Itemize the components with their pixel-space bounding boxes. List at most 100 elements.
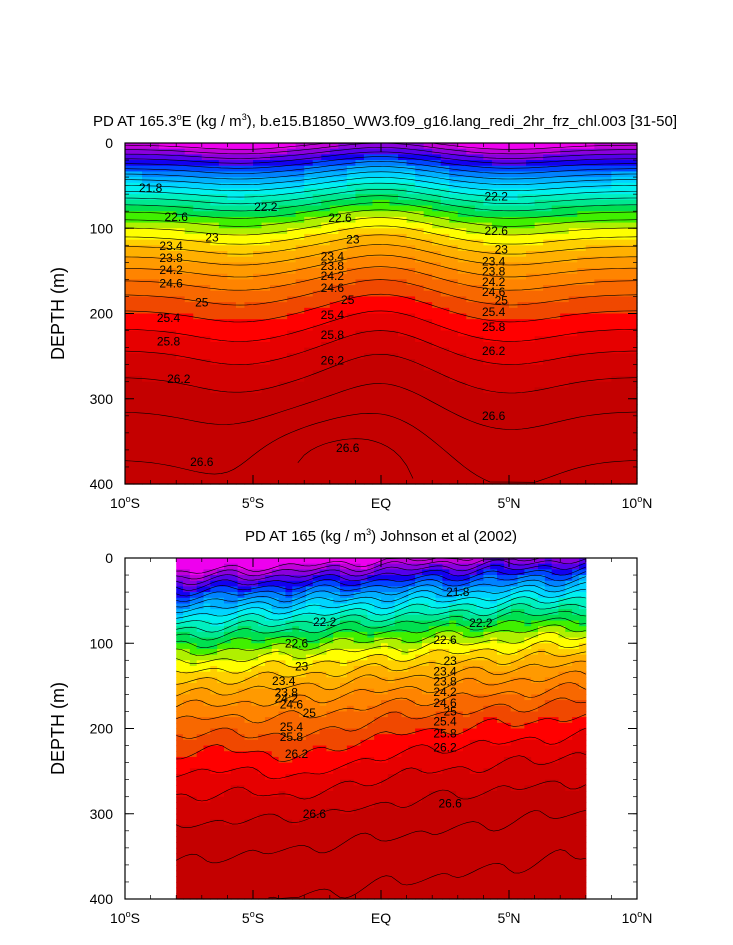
contour-cell [292, 813, 300, 821]
contour-cell [244, 813, 252, 821]
contour-cell [381, 171, 391, 178]
contour-cell [611, 143, 621, 150]
contour-cell [244, 211, 254, 218]
contour-cell [230, 631, 239, 639]
contour-cell [381, 341, 391, 349]
contour-cell [321, 228, 331, 235]
contour-cell [517, 353, 527, 360]
contour-cell [346, 455, 356, 462]
contour-cell [125, 319, 135, 326]
contour-cell [285, 592, 293, 599]
contour-cell [142, 222, 152, 229]
contour-cell [299, 773, 307, 781]
contour-cell [432, 160, 442, 167]
contour-cell [500, 427, 510, 434]
contour-cell [189, 768, 198, 775]
contour-cell [270, 211, 280, 218]
contour-cell [210, 313, 220, 320]
contour-cell [261, 432, 271, 440]
contour-cell [244, 154, 254, 161]
contour-cell [184, 432, 194, 440]
contour-cell [227, 358, 237, 366]
contour-cell [585, 273, 595, 280]
contour-cell [432, 302, 442, 309]
contour-cell [201, 177, 211, 184]
contour-cell [150, 472, 160, 479]
contour-cell [372, 182, 382, 190]
contour-cell [466, 171, 476, 178]
contour-cell [258, 665, 266, 673]
contour-cell [415, 296, 425, 303]
contour-cell [500, 336, 510, 343]
contour-cell [125, 148, 135, 155]
contour-cell [244, 358, 254, 366]
contour-cell [457, 353, 467, 360]
contour-cell [203, 847, 211, 855]
contour-cell [167, 188, 177, 195]
contour-cell [287, 222, 297, 229]
contour-cell [210, 410, 220, 417]
contour-cell [184, 262, 194, 269]
contour-cell [176, 734, 184, 741]
contour-cell [292, 864, 300, 872]
contour-cell [551, 165, 561, 173]
contour-cell [184, 177, 194, 184]
contour-cell [338, 358, 348, 366]
contour-cell [432, 376, 442, 383]
contour-cell [500, 330, 510, 337]
contour-cell [285, 745, 293, 752]
contour-cell [159, 324, 169, 332]
contour-cell [398, 222, 408, 229]
contour-cell [423, 353, 433, 360]
contour-cell [176, 410, 186, 417]
contour-cell [227, 211, 237, 218]
contour-cell [534, 165, 544, 173]
contour-cell [415, 461, 425, 468]
contour-cell [237, 654, 246, 661]
contour-cell [381, 364, 391, 371]
contour-cell [560, 404, 570, 411]
contour-cell [449, 148, 459, 155]
contour-cell [142, 393, 152, 400]
contour-cell [278, 324, 288, 332]
contour-cell [474, 466, 484, 474]
contour-line [124, 266, 638, 291]
y-tick-label: 200 [90, 306, 114, 322]
contour-cell [193, 177, 203, 184]
contour-cell [500, 205, 510, 212]
contour-cell [594, 472, 604, 479]
contour-cell [560, 466, 570, 474]
contour-cell [415, 182, 425, 190]
contour-cell [133, 381, 143, 388]
contour-cell [305, 700, 314, 707]
contour-cell [203, 580, 211, 588]
contour-cell [509, 427, 519, 434]
contour-cell [619, 376, 630, 383]
contour-cell [372, 449, 382, 457]
contour-cell [329, 438, 339, 445]
contour-cell [594, 290, 604, 298]
contour-cell [264, 734, 273, 741]
contour-cell [474, 455, 484, 462]
contour-cell [193, 262, 203, 269]
contour-cell [398, 233, 408, 241]
contour-cell [125, 341, 135, 349]
contour-cell [372, 376, 382, 383]
contour-cell [312, 415, 322, 423]
contour-cell [258, 688, 266, 695]
contour-cell [312, 336, 322, 343]
contour-cell [338, 336, 348, 343]
contour-cell [509, 205, 519, 212]
contour-label: 23.8 [321, 259, 345, 273]
contour-cell [217, 739, 225, 747]
contour-cell [244, 870, 252, 877]
contour-cell [193, 341, 203, 349]
contour-cell [619, 302, 630, 309]
contour-cell [449, 165, 459, 173]
contour-cell [167, 478, 177, 485]
contour-cell [406, 182, 416, 190]
contour-cell [285, 762, 293, 769]
contour-cell [295, 466, 305, 474]
contour-cell [457, 233, 467, 241]
contour-cell [500, 404, 510, 411]
